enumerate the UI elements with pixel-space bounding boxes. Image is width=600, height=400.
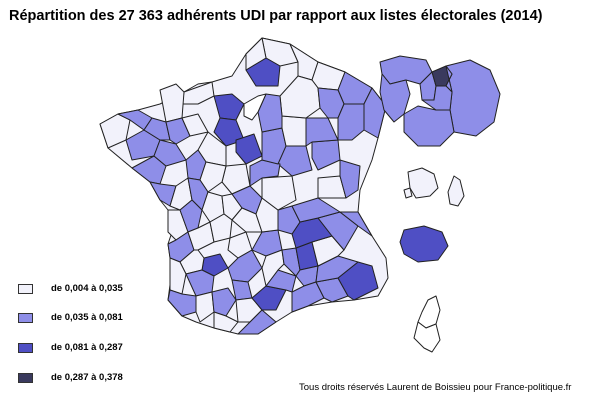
dept-hautes-pyrenees (195, 291, 215, 323)
dept-landes (169, 257, 187, 295)
legend-item: de 0,004 à 0,035 (18, 283, 218, 295)
legend-swatch (18, 313, 33, 323)
idf-val-marne (421, 85, 453, 111)
dept-puy-dome (231, 207, 263, 233)
legend-swatch (18, 373, 33, 383)
dept-haute-garonne (211, 287, 237, 317)
dept-doubs (339, 159, 361, 199)
dept-charente (179, 199, 203, 233)
metropolitan-france (99, 37, 389, 335)
legend-item: de 0,081 à 0,287 (18, 342, 218, 354)
dept-herault (251, 285, 287, 311)
dept-haute-savoie (339, 211, 373, 237)
legend-swatch (18, 343, 33, 353)
dept-aube (281, 115, 307, 147)
dept-pyrenees-orientales (237, 309, 277, 335)
dept-gers (185, 269, 215, 297)
legend-label: de 0,287 à 0,378 (51, 372, 123, 383)
dept-loire-atlantique (131, 155, 167, 185)
legend-item: de 0,035 à 0,081 (18, 312, 218, 324)
legend-item: de 0,287 à 0,378 (18, 372, 218, 384)
legend-swatch (18, 284, 33, 294)
reunion (399, 225, 449, 263)
copyright-credits: Tous droits réservés Laurent de Boissieu… (299, 382, 572, 393)
dept-eure (213, 93, 245, 121)
idf-essonne (403, 105, 455, 147)
corsica-south (413, 321, 441, 353)
map-title: Répartition des 27 363 adhérents UDI par… (9, 8, 543, 24)
dept-ile-de-france-core (243, 93, 267, 121)
dept-ain (291, 197, 341, 223)
corsica (413, 295, 441, 353)
dept-maine-loire (153, 139, 187, 167)
ile-de-france-inset (379, 55, 501, 147)
idf-seine-marne (445, 59, 501, 137)
dept-haute-marne (305, 117, 339, 147)
dept-bretagne-finistere (99, 113, 131, 149)
dept-eure-loir (213, 117, 245, 147)
dept-manche (159, 83, 185, 123)
dept-ille-vilaine (143, 117, 171, 141)
martinique (447, 175, 465, 207)
dept-correze (209, 213, 233, 243)
legend-label: de 0,081 à 0,287 (51, 342, 123, 353)
guadeloupe-small (403, 187, 413, 199)
dept-mayenne (165, 117, 191, 145)
corsica-north (417, 295, 441, 329)
guadeloupe (407, 167, 439, 199)
overseas-territories (399, 167, 465, 263)
dept-vosges (337, 103, 365, 141)
dept-ariege (213, 311, 239, 333)
legend-label: de 0,035 à 0,081 (51, 312, 123, 323)
dept-saone-loire (261, 175, 297, 211)
dept-somme (245, 37, 267, 71)
dept-loiret (235, 133, 263, 165)
legend-label: de 0,004 à 0,035 (51, 283, 123, 294)
